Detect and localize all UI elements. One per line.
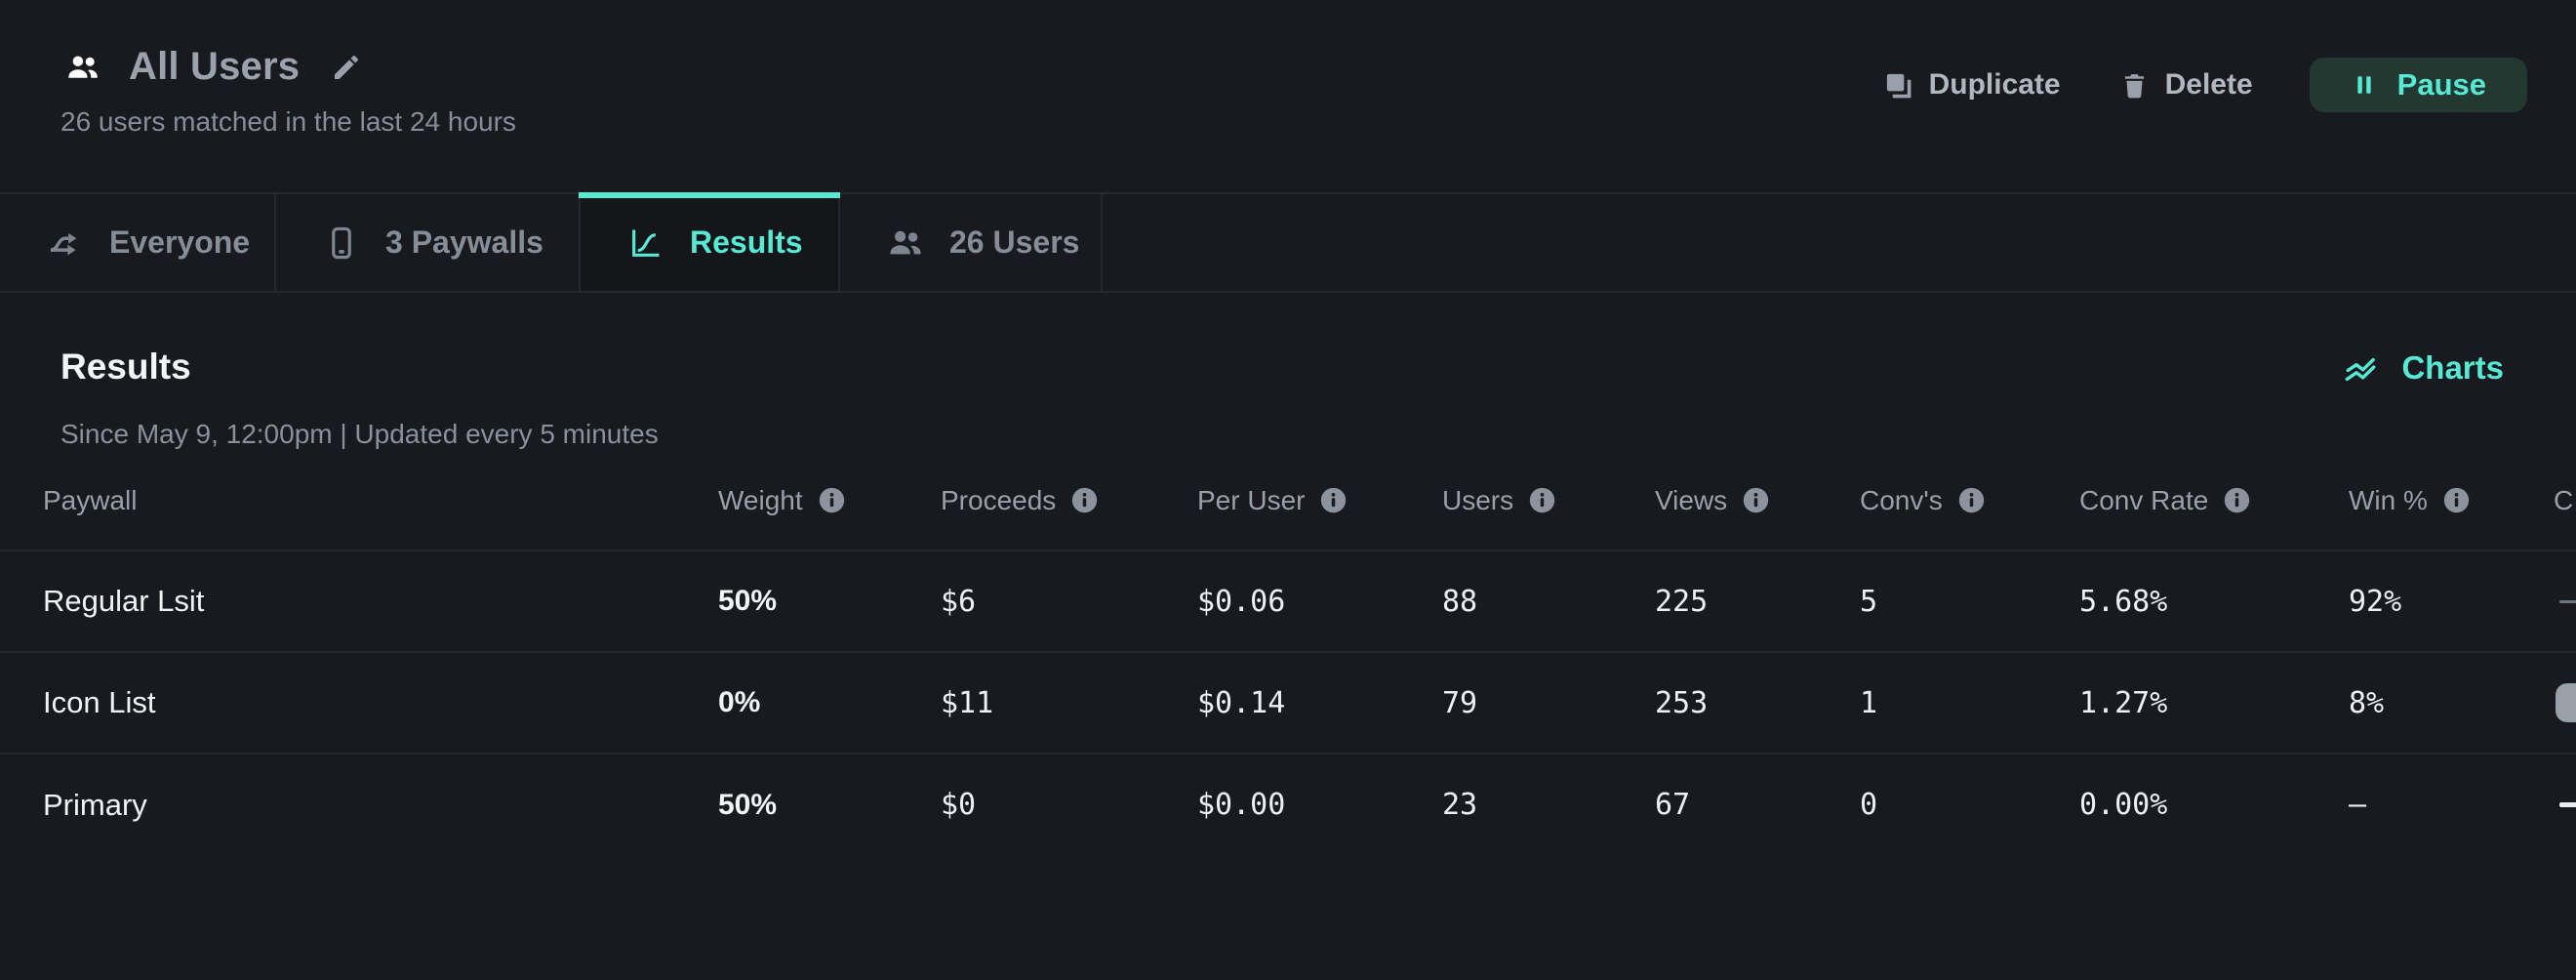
- split-arrows-icon: [47, 225, 84, 262]
- cell-proceeds: $6: [941, 551, 1197, 653]
- duplicate-label: Duplicate: [1928, 68, 2061, 101]
- column-header-proceeds: Proceeds: [941, 451, 1197, 551]
- cell-views: 67: [1655, 788, 1691, 822]
- column-header-conv-rate: Conv Rate: [2079, 451, 2349, 551]
- cell-win-pct: 92%: [2349, 551, 2554, 653]
- cell-users: 88: [1442, 551, 1655, 653]
- cell-paywall: Primary: [43, 787, 147, 822]
- cell-proceeds: $0: [941, 788, 977, 822]
- results-heading-block: Results Since May 9, 12:00pm | Updated e…: [60, 346, 659, 451]
- sigmoid-chart-icon: [627, 225, 664, 262]
- column-header-weight: Weight: [718, 451, 941, 551]
- duplicate-icon: [1883, 70, 1913, 101]
- trend-lines-icon: [2341, 350, 2384, 386]
- cell-users: 79: [1442, 652, 1655, 755]
- column-header-views: Views: [1655, 451, 1860, 551]
- charts-button[interactable]: Charts: [2341, 349, 2504, 387]
- results-section: Results Since May 9, 12:00pm | Updated e…: [0, 293, 2576, 855]
- table-row: Regular Lsit 50% $6 $0.06 88 225 5 5.68%…: [0, 551, 2576, 653]
- cell-per-user: $0.14: [1197, 652, 1442, 755]
- cell-views: 225: [1655, 551, 1860, 653]
- title-row: All Users: [60, 45, 2527, 89]
- duplicate-button[interactable]: Duplicate: [1883, 68, 2061, 102]
- info-icon[interactable]: [2442, 486, 2471, 514]
- cell-conv-rate: 5.68%: [2079, 551, 2349, 653]
- cell-per-user: $0.06: [1197, 551, 1442, 653]
- clipped-dash: [2559, 802, 2576, 807]
- clipped-badge: [2556, 683, 2576, 722]
- header-actions: Duplicate Delete Pause: [1883, 58, 2527, 112]
- charts-label: Charts: [2401, 349, 2504, 386]
- column-header-per-user: Per User: [1197, 451, 1442, 551]
- column-header-convs: Conv's: [1860, 451, 2079, 551]
- cell-proceeds: $11: [941, 652, 1197, 755]
- cell-clipped: [2554, 551, 2576, 653]
- cell-paywall: Icon List: [0, 652, 718, 755]
- cell-users: 23: [1442, 788, 1478, 822]
- results-header: Results Since May 9, 12:00pm | Updated e…: [0, 293, 2576, 451]
- delete-button[interactable]: Delete: [2119, 68, 2253, 102]
- tab-results-label: Results: [690, 225, 803, 260]
- users-icon: [60, 50, 105, 85]
- info-icon[interactable]: [1742, 486, 1770, 514]
- info-icon[interactable]: [818, 486, 846, 514]
- tab-everyone-label: Everyone: [109, 225, 251, 260]
- cell-convs: 1: [1860, 652, 2079, 755]
- tab-bar: Everyone 3 Paywalls Results 26 Users: [0, 192, 2576, 293]
- delete-label: Delete: [2164, 68, 2253, 101]
- table-row: Icon List 0% $11 $0.14 79 253 1 1.27% 8%: [0, 652, 2576, 755]
- cell-clipped: [2554, 652, 2576, 755]
- cell-per-user: $0.00: [1197, 788, 1286, 822]
- cell-win-pct: –: [2349, 788, 2367, 822]
- clipped-dash: [2559, 599, 2576, 603]
- tab-users-label: 26 Users: [949, 225, 1080, 260]
- page-title: All Users: [129, 45, 301, 88]
- table-header-row: Paywall Weight Proceeds Per User Users V…: [0, 451, 2576, 551]
- tab-paywalls[interactable]: 3 Paywalls: [276, 194, 581, 291]
- info-icon[interactable]: [1070, 486, 1099, 514]
- cell-convs: 5: [1860, 551, 2079, 653]
- info-icon[interactable]: [1319, 486, 1348, 514]
- column-header-users: Users: [1442, 451, 1655, 551]
- cell-views: 253: [1655, 652, 1860, 755]
- results-table: Paywall Weight Proceeds Per User Users V…: [0, 451, 2576, 855]
- users-icon: [887, 225, 924, 262]
- page-header: All Users 26 users matched in the last 2…: [0, 0, 2576, 192]
- info-icon[interactable]: [2223, 486, 2251, 514]
- edit-pencil-icon[interactable]: [331, 52, 362, 83]
- table-row: Primary 50% $0 $0.00 23 67 0 0.00% –: [0, 754, 2576, 855]
- cell-convs: 0: [1860, 788, 1878, 822]
- cell-conv-rate: 0.00%: [2079, 788, 2168, 822]
- pause-button[interactable]: Pause: [2309, 58, 2527, 112]
- info-icon[interactable]: [1528, 486, 1556, 514]
- matched-users-subtitle: 26 users matched in the last 24 hours: [60, 106, 516, 137]
- cell-clipped: [2554, 754, 2576, 855]
- trash-icon: [2119, 70, 2150, 101]
- results-title: Results: [60, 347, 191, 387]
- info-icon[interactable]: [1957, 486, 1986, 514]
- cell-conv-rate: 1.27%: [2079, 652, 2349, 755]
- column-header-paywall: Paywall: [0, 451, 718, 551]
- cell-paywall: Regular Lsit: [0, 551, 718, 653]
- column-header-win-pct: Win %: [2349, 451, 2554, 551]
- tab-everyone[interactable]: Everyone: [0, 194, 276, 291]
- column-header-clipped: C: [2554, 451, 2576, 551]
- results-subtitle: Since May 9, 12:00pm | Updated every 5 m…: [60, 419, 659, 449]
- phone-icon: [323, 225, 360, 262]
- tab-results[interactable]: Results: [579, 192, 840, 291]
- tab-users[interactable]: 26 Users: [840, 194, 1103, 291]
- tab-paywalls-label: 3 Paywalls: [385, 225, 543, 260]
- pause-label: Pause: [2396, 67, 2486, 102]
- cell-weight: 50%: [718, 551, 941, 653]
- pause-icon: [2351, 71, 2378, 99]
- cell-win-pct: 8%: [2349, 652, 2554, 755]
- cell-weight: 50%: [718, 788, 778, 821]
- cell-weight: 0%: [718, 652, 941, 755]
